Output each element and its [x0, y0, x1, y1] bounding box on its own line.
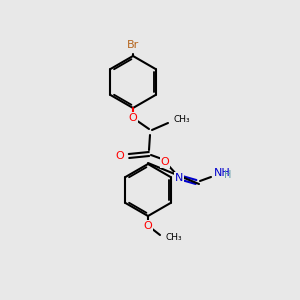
Text: O: O: [129, 113, 137, 123]
Text: H: H: [224, 170, 231, 180]
Text: NH: NH: [214, 168, 231, 178]
Text: O: O: [144, 221, 152, 231]
Text: O: O: [160, 157, 169, 167]
Text: N: N: [175, 173, 183, 183]
Text: CH₃: CH₃: [174, 115, 190, 124]
Text: O: O: [115, 151, 124, 161]
Text: Br: Br: [127, 40, 139, 50]
Text: CH₃: CH₃: [166, 233, 183, 242]
